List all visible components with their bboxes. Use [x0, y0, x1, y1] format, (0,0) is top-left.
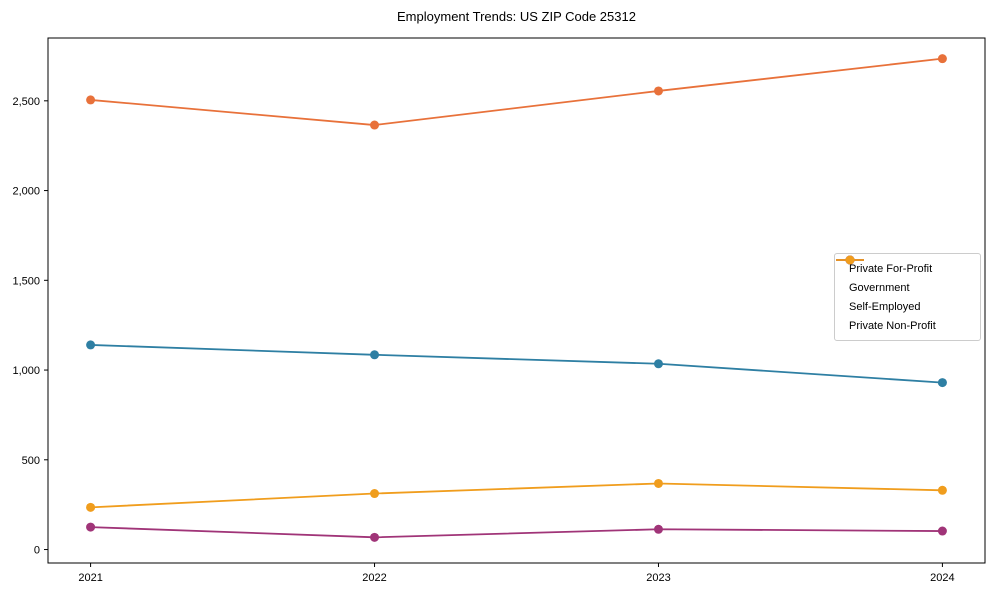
x-axis-tick-label: 2023 [646, 572, 670, 584]
legend-item-government: Government [836, 255, 972, 297]
series-point-self-employed [653, 524, 663, 534]
series-point-government [86, 340, 96, 350]
series-line-private-for-profit [90, 57, 943, 126]
series-line-private-non-profit [90, 482, 943, 509]
y-axis-tick-label: 2,500 [12, 96, 40, 108]
series-point-private-non-profit [370, 489, 380, 499]
legend-dot [845, 255, 855, 265]
x-axis-tick-label: 2021 [78, 572, 102, 584]
series-point-private-for-profit [937, 54, 947, 64]
x-axis-tick-label: 2024 [930, 572, 954, 584]
series-point-government [653, 359, 663, 369]
series-point-self-employed [370, 532, 380, 542]
y-axis-tick-label: 0 [34, 545, 40, 557]
legend-label: Private For-Profit [849, 262, 933, 275]
x-axis-tick-label: 2022 [362, 572, 386, 584]
series-point-self-employed [86, 522, 96, 532]
y-axis-tick-label: 500 [22, 455, 40, 467]
series-point-private-non-profit [937, 485, 947, 495]
legend-item-private-non-profit: Private Non-Profit [836, 255, 972, 335]
series-point-private-for-profit [86, 95, 96, 105]
series-point-government [937, 378, 947, 388]
legend-marker-icon [836, 255, 864, 265]
series-point-self-employed [937, 526, 947, 536]
series-line-government [90, 344, 943, 384]
plot-border [47, 37, 986, 564]
series-point-private-for-profit [370, 120, 380, 130]
legend-label: Government [849, 281, 910, 294]
series-line-self-employed [90, 526, 943, 539]
series-point-private-non-profit [653, 478, 663, 488]
y-axis-tick-label: 2,000 [12, 186, 40, 198]
series-point-private-for-profit [653, 86, 663, 96]
legend-item-self-employed: Self-Employed [836, 255, 972, 316]
series-point-government [370, 350, 380, 360]
y-axis-tick-label: 1,000 [12, 365, 40, 377]
y-axis-tick-label: 1,500 [12, 275, 40, 287]
series-point-private-non-profit [86, 502, 96, 512]
legend-label: Self-Employed [849, 300, 921, 313]
legend-label: Private Non-Profit [849, 319, 936, 332]
legend: Private For-Profit Government Self-Employe… [834, 253, 981, 341]
chart-title: Employment Trends: US ZIP Code 25312 [397, 9, 636, 24]
